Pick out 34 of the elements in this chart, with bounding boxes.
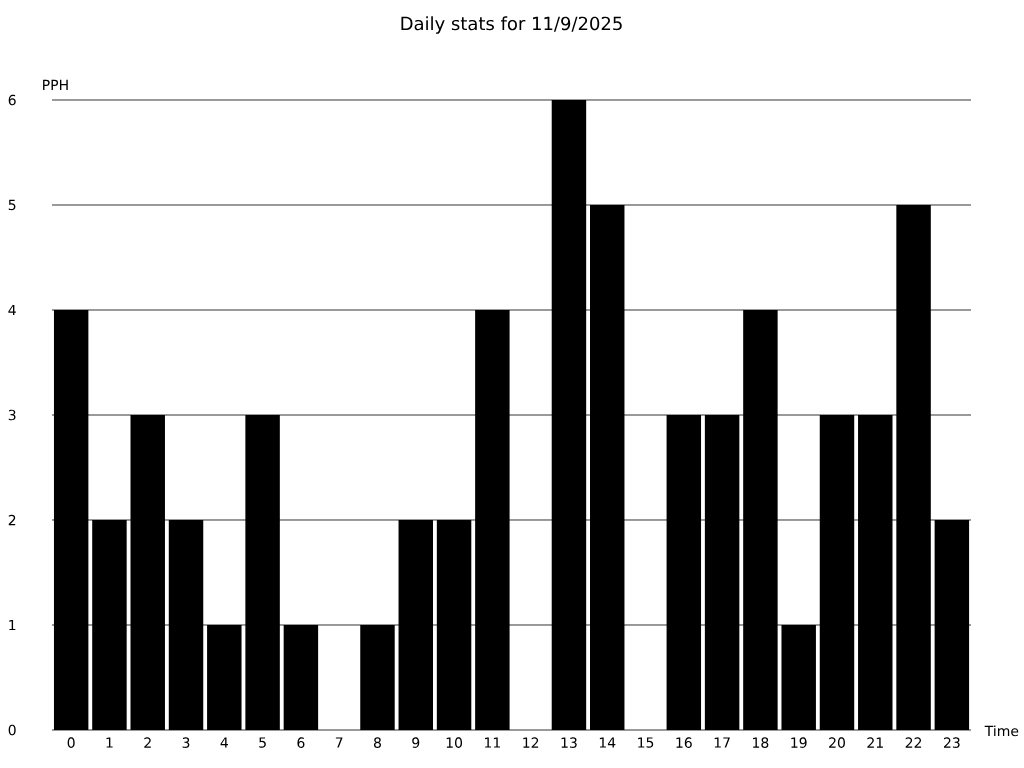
x-tick-label: 7 [335,737,343,748]
x-tick-label: 18 [753,737,769,748]
x-tick-label: 1 [106,737,113,748]
x-tick-label: 12 [523,737,539,748]
x-tick-label: 10 [446,737,463,748]
x-tick-label: 21 [867,737,883,748]
x-tick-label: 20 [829,737,845,748]
y-tick-label: 5 [8,199,16,211]
x-tick-label: 11 [484,737,500,748]
y-tick-label: 0 [8,724,16,736]
x-tick-label: 23 [943,737,960,748]
y-tick-label: 4 [8,304,16,316]
x-axis-title: Time [984,725,1019,737]
x-tick-label: 15 [638,737,654,748]
y-tick-label: 3 [8,409,16,421]
x-tick-label: 8 [373,737,381,748]
x-tick-label: 16 [676,737,692,748]
x-tick-label: 2 [144,737,151,748]
x-tick-label: 3 [182,737,190,748]
x-tick-label: 0 [67,737,75,748]
y-axis-title: PPH [43,79,68,90]
y-tick-label: 1 [9,619,16,631]
x-tick-label: 22 [905,737,922,748]
x-tick-label: 19 [791,737,807,748]
y-tick-label: 6 [8,94,16,106]
x-tick-label: 14 [599,737,616,748]
y-tick-label: 2 [8,514,16,526]
x-tick-label: 9 [412,737,420,748]
x-tick-label: 4 [220,737,228,748]
x-tick-label: 5 [259,737,266,748]
x-tick-label: 13 [561,737,577,748]
chart-title: Daily stats for 11/9/2025 [401,16,622,34]
x-tick-label: 6 [297,737,305,748]
x-tick-label: 17 [714,737,730,748]
